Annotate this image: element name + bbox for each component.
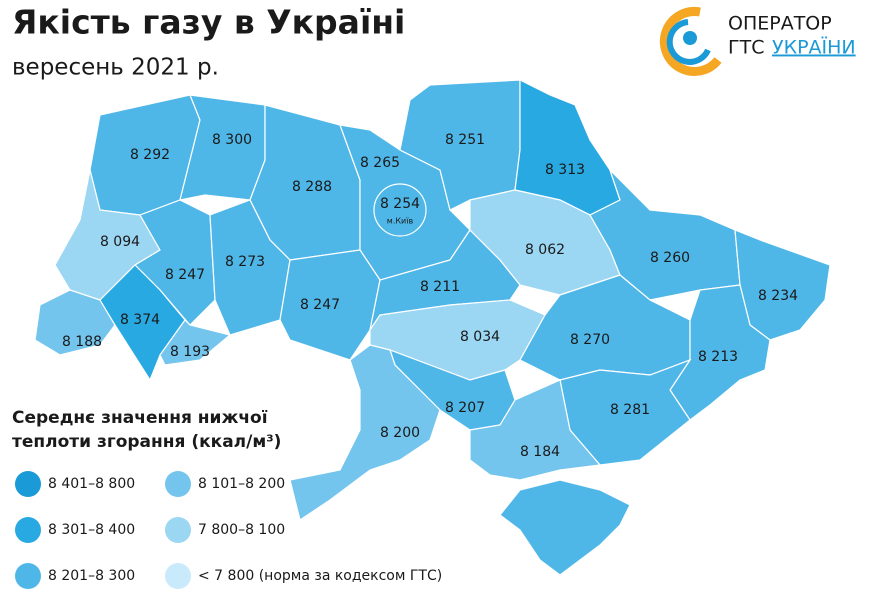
region: [279, 249, 381, 361]
region-value: 8 062: [525, 242, 565, 258]
region-value: 8 251: [445, 132, 485, 148]
region-value: 8 211: [420, 279, 460, 295]
logo-text: ГТС: [728, 37, 764, 59]
region-value: 8 200: [380, 425, 420, 441]
region-value: 8 288: [292, 179, 332, 195]
legend-label: 8 101–8 200: [198, 476, 285, 492]
region: [34, 289, 116, 356]
region-value: 8 260: [650, 250, 690, 266]
region: [289, 344, 441, 521]
region-value: 8 207: [445, 400, 485, 416]
legend-label: 7 800–8 100: [198, 522, 285, 538]
title: Якість газу в Україні: [12, 3, 405, 42]
region-value: 8 193: [170, 344, 210, 360]
logo-text: УКРАЇНИ: [772, 36, 856, 59]
legend-label: 8 201–8 300: [48, 568, 135, 584]
kyiv-city: [373, 183, 427, 237]
legend-swatch: [165, 563, 191, 589]
region-value: 8 034: [460, 329, 500, 345]
logo-arc: [659, 6, 722, 76]
logo-text: ОПЕРАТОР: [728, 13, 832, 35]
legend-swatch: [165, 471, 191, 497]
region-value: 8 247: [300, 297, 340, 313]
region: [589, 169, 741, 301]
kyiv-value: 8 254: [380, 196, 420, 212]
region-value: 8 300: [212, 132, 252, 148]
region-value: 8 270: [570, 332, 610, 348]
legend-label: 8 401–8 800: [48, 476, 135, 492]
legend-label: < 7 800 (норма за кодексом ГТС): [198, 568, 442, 584]
legend-swatch: [15, 517, 41, 543]
kyiv-note: м.Київ: [387, 217, 414, 226]
region-value: 8 234: [758, 288, 798, 304]
logo-dot: [683, 31, 697, 45]
region-value: 8 281: [610, 402, 650, 418]
legend-swatch: [15, 563, 41, 589]
region-value: 8 184: [520, 444, 560, 460]
legend-title: теплоти згорання (ккал/м³): [12, 432, 281, 452]
region-value: 8 247: [165, 267, 205, 283]
region-value: 8 213: [698, 349, 738, 365]
logo: ОПЕРАТОР ГТС УКРАЇНИ: [659, 6, 856, 76]
region-value: 8 188: [62, 334, 102, 350]
legend: 8 401–8 800 8 301–8 400 8 201–8 300 8 101–8…: [15, 471, 442, 589]
region: [499, 479, 631, 576]
legend-label: 8 301–8 400: [48, 522, 135, 538]
subtitle: вересень 2021 р.: [12, 55, 219, 81]
region-value: 8 313: [545, 162, 585, 178]
logo-arc: [666, 19, 711, 65]
region: [159, 319, 232, 366]
legend-swatch: [165, 517, 191, 543]
legend-swatch: [15, 471, 41, 497]
region-value: 8 374: [120, 312, 160, 328]
region-value: 8 292: [130, 147, 170, 163]
legend-title: Середнє значення нижчої: [12, 408, 268, 428]
region-value: 8 273: [225, 254, 265, 270]
region: [469, 379, 602, 481]
region-value: 8 265: [360, 155, 400, 171]
map: 8 292 8 300 8 288 8 265 8 251 8 313 8 094 8 247…: [34, 79, 831, 576]
region-value: 8 094: [100, 234, 140, 250]
